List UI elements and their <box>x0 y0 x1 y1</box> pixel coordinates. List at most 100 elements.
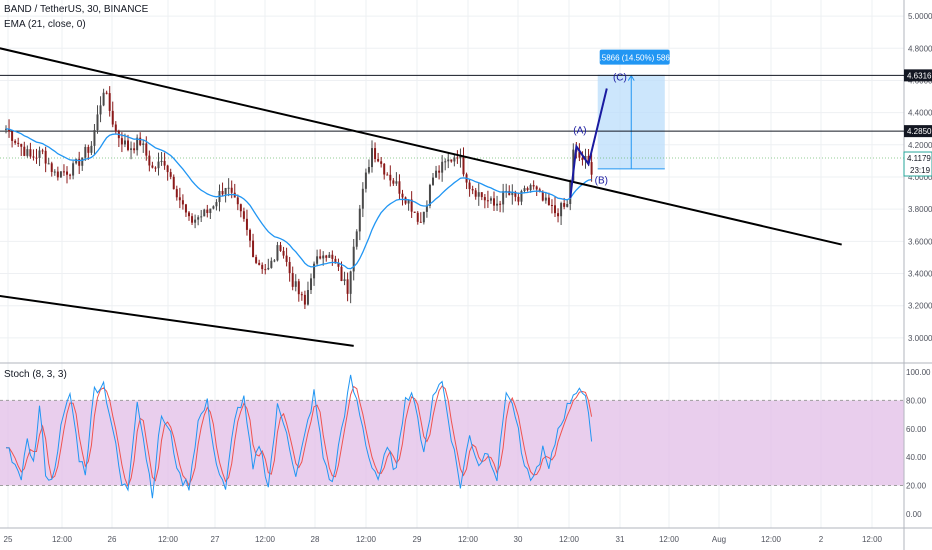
candle <box>310 273 312 295</box>
candle <box>78 151 81 174</box>
candle-body <box>221 191 224 195</box>
candle-body <box>59 171 62 178</box>
candle <box>508 185 511 196</box>
stoch-d-line <box>5 385 593 488</box>
candle-body <box>17 142 20 144</box>
candle-body <box>194 219 197 223</box>
time-tick-label: 29 <box>413 535 422 544</box>
candle <box>291 266 294 291</box>
candle <box>407 199 410 211</box>
target-label: 0.5866 (14.50%) 5866 <box>595 54 675 63</box>
candle-body <box>56 171 59 178</box>
candle-body <box>590 162 593 175</box>
candle <box>252 233 255 258</box>
candle <box>66 166 68 184</box>
candle-body <box>264 269 267 271</box>
candle-body <box>66 171 68 175</box>
candle-body <box>142 143 145 145</box>
time-tick-label: 28 <box>311 535 320 544</box>
candle-body <box>477 192 480 197</box>
wave-label: (A) <box>573 126 586 137</box>
time-tick-label: 12:00 <box>862 535 883 544</box>
candle-body <box>462 155 465 175</box>
candle <box>108 86 111 117</box>
candle-body <box>249 229 251 241</box>
candle-body <box>560 203 563 217</box>
candle <box>459 148 462 168</box>
candle <box>456 150 459 164</box>
time-tick-label: 25 <box>4 535 13 544</box>
trendline <box>0 47 842 246</box>
price-tick-label: 4.0000 <box>908 173 932 182</box>
candle-body <box>84 146 87 158</box>
candle-body <box>566 203 569 207</box>
candle <box>145 136 148 161</box>
candle-body <box>215 202 218 207</box>
candle <box>502 183 505 213</box>
candle <box>367 159 370 175</box>
candle-body <box>514 191 517 197</box>
candle <box>465 172 468 190</box>
candle-body <box>230 187 233 193</box>
candle-body <box>404 197 407 204</box>
candle <box>276 241 279 262</box>
candle-body <box>297 281 300 295</box>
candle-body <box>386 174 389 176</box>
candle <box>331 250 334 266</box>
candle <box>444 158 447 171</box>
candle <box>303 290 306 310</box>
candle <box>96 105 99 134</box>
candle <box>432 173 434 186</box>
candle <box>401 189 404 206</box>
candle <box>90 141 93 156</box>
wave-path <box>569 88 608 199</box>
candle <box>285 247 288 267</box>
candle <box>230 180 233 199</box>
candle <box>319 249 322 260</box>
candle-body <box>20 143 23 147</box>
candle <box>172 174 175 190</box>
candle <box>486 190 489 208</box>
candle-body <box>32 156 35 158</box>
price-label-countdown: 23:19 <box>910 166 931 175</box>
candle-body <box>380 161 383 164</box>
candle <box>505 183 508 198</box>
candle-body <box>99 105 102 115</box>
candle <box>53 169 56 176</box>
candle-body <box>123 140 126 145</box>
candle-body <box>130 148 133 150</box>
price-tick-label: 3.8000 <box>908 205 932 214</box>
candle <box>169 168 172 180</box>
time-tick-label: 12:00 <box>255 535 276 544</box>
candle-body <box>11 131 14 141</box>
candle-body <box>157 161 160 169</box>
candle <box>267 258 270 271</box>
candle <box>544 191 547 204</box>
candle-body <box>151 165 154 168</box>
candle <box>221 182 224 196</box>
candle <box>258 259 261 266</box>
candle <box>493 191 495 211</box>
stoch-tick-label: 80.00 <box>906 396 927 405</box>
candle <box>566 199 569 208</box>
candle-body <box>325 255 328 258</box>
time-tick-label: 30 <box>514 535 523 544</box>
candle-body <box>483 197 486 201</box>
candle-body <box>587 155 590 163</box>
candle <box>532 180 535 190</box>
candle-body <box>349 271 352 294</box>
candle-body <box>499 203 502 205</box>
candle-body <box>550 205 553 207</box>
candle <box>520 189 523 206</box>
candle <box>419 212 422 223</box>
candle-body <box>453 157 456 162</box>
candle-body <box>319 256 322 259</box>
candle <box>255 254 258 265</box>
candle-body <box>508 190 511 196</box>
candle <box>346 272 349 302</box>
candle <box>273 259 276 263</box>
candle-body <box>53 171 56 173</box>
price-label-bg <box>904 125 932 138</box>
candle <box>212 205 215 210</box>
